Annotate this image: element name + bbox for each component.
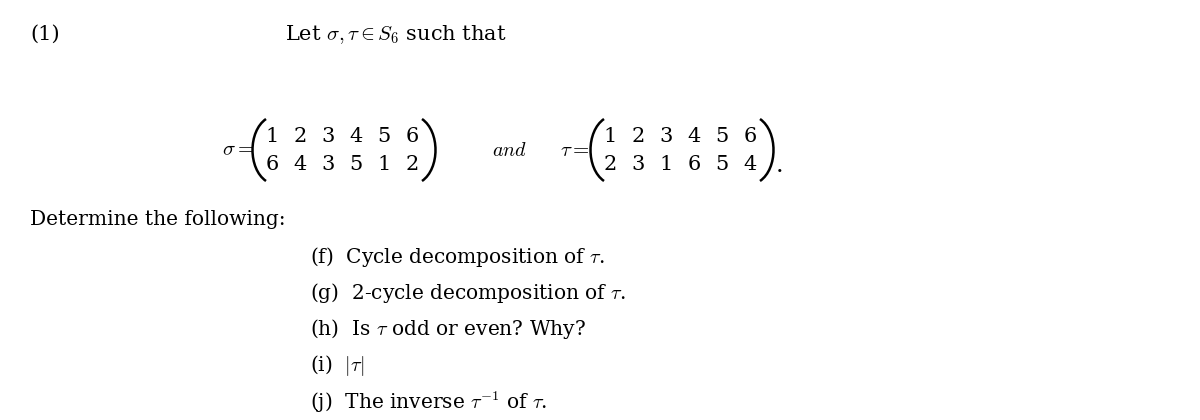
Text: 5: 5 <box>715 126 728 145</box>
Text: 5: 5 <box>715 155 728 173</box>
Text: (1): (1) <box>30 25 60 44</box>
Text: 3: 3 <box>631 155 644 173</box>
Text: 3: 3 <box>322 155 335 173</box>
Text: 3: 3 <box>659 126 673 145</box>
Text: (g)  2-cycle decomposition of $\tau$.: (g) 2-cycle decomposition of $\tau$. <box>310 281 626 305</box>
Text: 1: 1 <box>604 126 617 145</box>
Text: 4: 4 <box>743 155 757 173</box>
Text: 2: 2 <box>604 155 617 173</box>
Text: 3: 3 <box>322 126 335 145</box>
Text: 6: 6 <box>406 126 419 145</box>
Text: Determine the following:: Determine the following: <box>30 210 286 229</box>
Text: $\tau =$: $\tau =$ <box>560 141 590 160</box>
Text: (f)  Cycle decomposition of $\tau$.: (f) Cycle decomposition of $\tau$. <box>310 245 605 269</box>
Text: .: . <box>776 155 784 178</box>
Text: 1: 1 <box>377 155 391 173</box>
Text: Let $\sigma, \tau \in S_6$ such that: Let $\sigma, \tau \in S_6$ such that <box>286 23 506 46</box>
Text: 5: 5 <box>349 155 362 173</box>
Text: 6: 6 <box>265 155 278 173</box>
Text: 5: 5 <box>377 126 391 145</box>
Text: 2: 2 <box>293 126 307 145</box>
Text: 4: 4 <box>688 126 701 145</box>
Text: 4: 4 <box>293 155 307 173</box>
Text: 4: 4 <box>349 126 362 145</box>
Text: 6: 6 <box>743 126 757 145</box>
Text: 1: 1 <box>265 126 278 145</box>
Text: (j)  The inverse $\tau^{-1}$ of $\tau$.: (j) The inverse $\tau^{-1}$ of $\tau$. <box>310 389 547 415</box>
Text: 6: 6 <box>688 155 701 173</box>
Text: (h)  Is $\tau$ odd or even? Why?: (h) Is $\tau$ odd or even? Why? <box>310 317 586 341</box>
Text: 2: 2 <box>406 155 419 173</box>
Text: 1: 1 <box>659 155 673 173</box>
Text: (i)  $|\tau|$: (i) $|\tau|$ <box>310 353 365 378</box>
Text: $\sigma =$: $\sigma =$ <box>222 141 256 160</box>
Text: 2: 2 <box>631 126 644 145</box>
Text: $\mathit{and}$: $\mathit{and}$ <box>492 141 528 160</box>
